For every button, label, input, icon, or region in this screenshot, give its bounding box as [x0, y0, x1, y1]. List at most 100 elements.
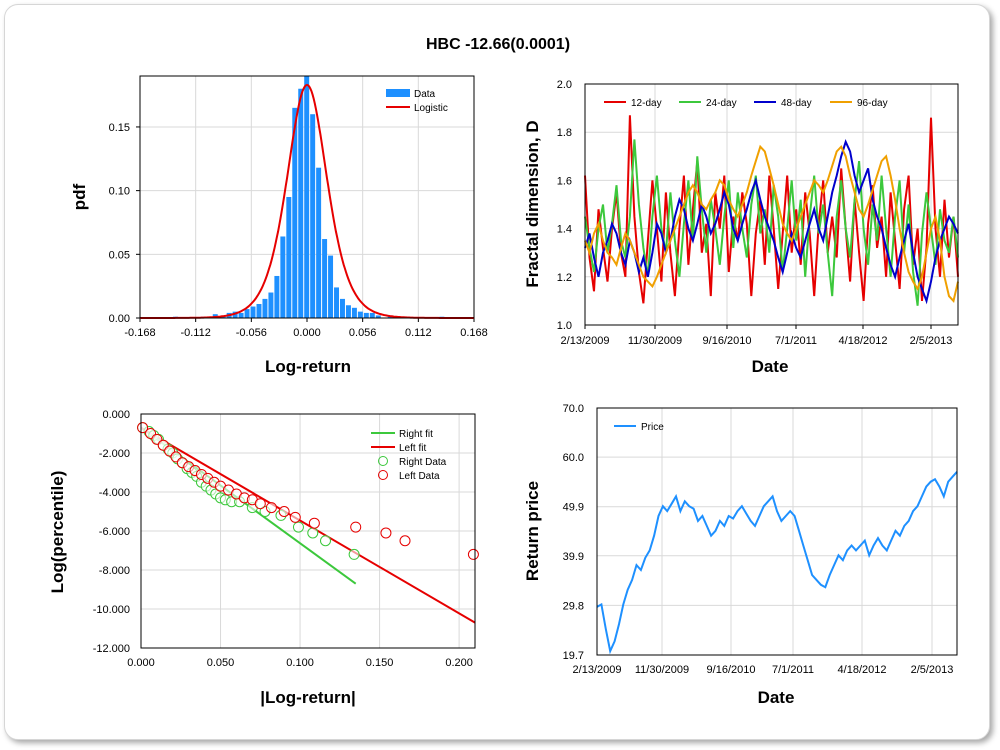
price-ytick-label: 19.7	[563, 650, 584, 662]
pdf-xlabel: Log-return	[265, 357, 351, 376]
price-xtick-label: 4/18/2012	[838, 664, 887, 676]
pdf-bar	[256, 303, 262, 318]
pdf-bar	[280, 236, 286, 318]
pdf-bar	[298, 88, 304, 318]
price-ytick-label: 39.9	[563, 551, 584, 563]
price-ytick-label: 70.0	[563, 403, 584, 415]
fractal-xtick-label: 11/30/2009	[628, 335, 682, 347]
pdf-xtick-label: 0.168	[460, 327, 488, 339]
pdf-bar	[310, 114, 316, 318]
chart-title: HBC -12.66(0.0001)	[426, 36, 570, 53]
right-data-point	[292, 521, 304, 533]
left-data-point	[254, 498, 266, 510]
tail-xtick-label: 0.200	[445, 657, 473, 669]
pdf-ylabel: pdf	[70, 183, 89, 210]
left-data-point	[289, 511, 301, 523]
tail-chart: 0.000 0.050 0.100 0.150 0.200 0.000 -2.000 -4.0…	[93, 409, 479, 669]
price-ytick-label: 49.9	[563, 502, 584, 514]
pdf-bar	[345, 305, 351, 318]
left-data-point	[265, 502, 277, 514]
right-data-point	[307, 527, 319, 539]
right-data-point	[348, 548, 360, 560]
pdf-bar	[238, 312, 244, 318]
tail-ytick-label: -8.000	[99, 565, 130, 577]
fractal-xtick-label: 2/13/2009	[561, 335, 610, 347]
tail-ytick-label: -12.000	[93, 643, 130, 655]
pdf-bar	[316, 167, 322, 318]
fractal-xtick-label: 4/18/2012	[839, 335, 888, 347]
tail-ytick-label: 0.000	[102, 409, 130, 421]
tail-xtick-label: 0.000	[127, 657, 155, 669]
legend-left-fit-label: Left fit	[399, 443, 426, 454]
tail-xtick-label: 0.050	[207, 657, 235, 669]
pdf-xtick-label: 0.056	[349, 327, 377, 339]
left-data-point	[350, 521, 362, 533]
pdf-bar	[322, 239, 328, 318]
pdf-bar	[363, 312, 369, 318]
pdf-bar	[274, 275, 280, 318]
fractal-ytick-label: 1.2	[557, 272, 572, 284]
fractal-dimension-chart: 2/13/2009 11/30/2009 9/16/2010 7/1/2011 4/18…	[557, 79, 959, 347]
legend-data-label: Data	[414, 89, 436, 100]
fractal-ytick-label: 1.4	[557, 224, 572, 236]
pdf-bar	[262, 298, 268, 318]
fractal-xlabel: Date	[752, 357, 789, 376]
fractal-xtick-label: 9/16/2010	[703, 335, 752, 347]
pdf-xtick-label: 0.000	[293, 327, 321, 339]
fractal-plot-frame	[584, 83, 959, 326]
tail-xtick-label: 0.100	[286, 657, 314, 669]
pdf-bar	[232, 311, 238, 318]
price-xtick-label: 2/13/2009	[573, 664, 622, 676]
pdf-bar	[340, 298, 345, 318]
pdf-bar	[369, 312, 375, 318]
price-chart: 2/13/2009 11/30/2009 9/16/2010 7/1/2011 4/18…	[563, 403, 958, 676]
left-data-point	[278, 506, 290, 517]
legend-right-data-label: Right Data	[399, 457, 447, 468]
left-data-point	[137, 422, 149, 434]
fractal-ytick-label: 1.8	[557, 127, 572, 139]
pdf-bar	[328, 255, 334, 318]
legend-data-swatch	[386, 89, 410, 97]
price-xtick-label: 11/30/2009	[635, 664, 689, 676]
fractal-ylabel: Fractal dimension, D	[523, 120, 542, 287]
pdf-bar	[304, 76, 310, 318]
legend-right-fit-label: Right fit	[399, 429, 433, 440]
series-line-96-day	[584, 144, 959, 303]
left-fit-line	[140, 426, 476, 624]
price-plot-frame	[596, 407, 958, 656]
tail-ytick-label: -2.000	[99, 448, 130, 460]
pdf-bar	[286, 197, 292, 318]
price-xtick-label: 2/5/2013	[911, 664, 954, 676]
fractal-ytick-label: 1.0	[557, 320, 572, 332]
series-line-12-day	[584, 115, 959, 304]
legend-label-24-day: 24-day	[706, 98, 737, 109]
pdf-plot-frame	[139, 75, 475, 319]
pdf-bar	[292, 107, 298, 318]
pdf-chart: -0.168 -0.112 -0.056 0.000 0.056 0.112 0.168 0.…	[109, 75, 488, 339]
price-ylabel: Return price	[523, 481, 542, 581]
legend-label-48-day: 48-day	[781, 98, 812, 109]
price-ytick-label: 60.0	[563, 452, 584, 464]
tail-ytick-label: -4.000	[99, 487, 130, 499]
pdf-xtick-label: 0.112	[405, 327, 432, 339]
price-xtick-label: 9/16/2010	[707, 664, 756, 676]
price-xtick-label: 7/1/2011	[772, 664, 814, 676]
tail-xtick-label: 0.150	[366, 657, 394, 669]
tail-plot-frame	[140, 413, 476, 649]
price-ytick-label: 29.8	[563, 600, 584, 612]
tail-ytick-label: -10.000	[93, 604, 130, 616]
pdf-bar	[268, 292, 274, 318]
pdf-xtick-label: -0.112	[180, 327, 210, 339]
legend-label-12-day: 12-day	[631, 98, 662, 109]
pdf-ytick-label: 0.10	[109, 186, 130, 198]
legend-right-data-swatch	[378, 456, 388, 466]
pdf-bar	[375, 315, 381, 318]
legend-label-96-day: 96-day	[857, 98, 888, 109]
legend-price-label: Price	[641, 422, 664, 433]
pdf-ytick-label: 0.05	[109, 249, 130, 261]
fractal-xtick-label: 2/5/2013	[910, 335, 953, 347]
pdf-xtick-label: -0.168	[124, 327, 155, 339]
fractal-xtick-label: 7/1/2011	[775, 335, 817, 347]
price-line	[596, 471, 958, 655]
